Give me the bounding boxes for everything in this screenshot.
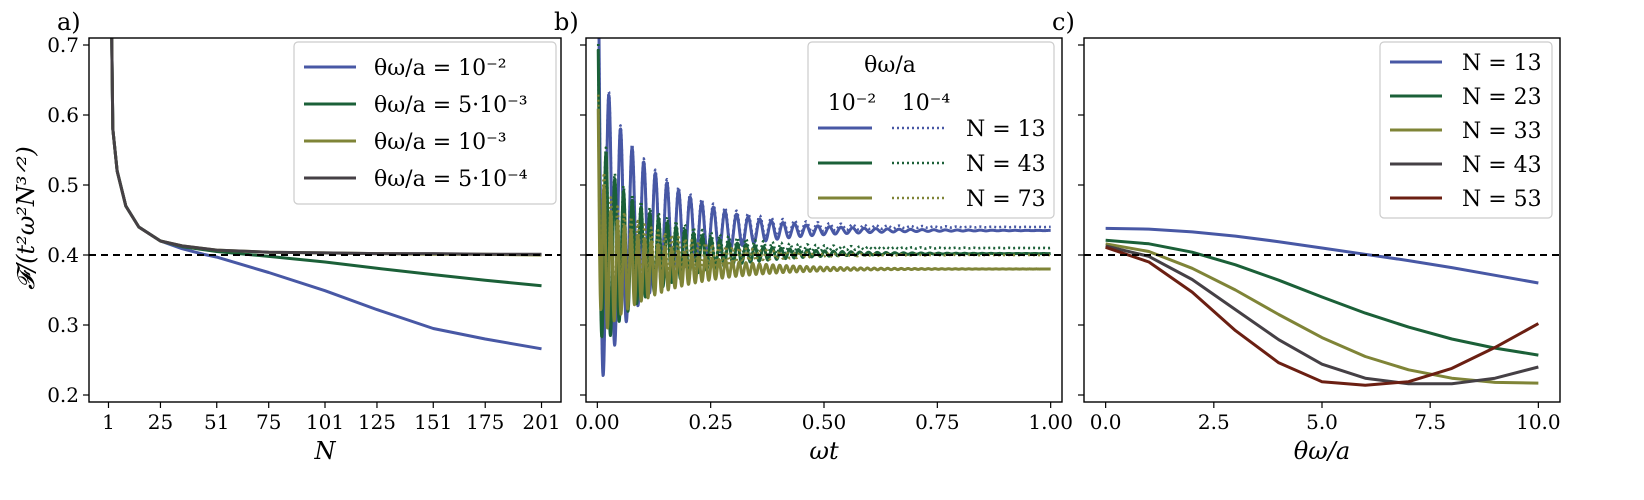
plot-area (1084, 226, 1560, 387)
x-axis-label: ωt (809, 437, 839, 465)
x-tick-label: 5.0 (1306, 410, 1338, 434)
x-tick-label: 10.0 (1516, 410, 1561, 434)
x-axis-label: N (314, 437, 337, 465)
x-tick-label: 2.5 (1198, 410, 1230, 434)
x-tick-label: 75 (256, 410, 281, 434)
legend-column-header: 10⁻² (828, 91, 876, 116)
legend-entry: N = 73 (966, 187, 1046, 212)
legend-title: θω/a (864, 53, 916, 78)
y-tick-label: 0.2 (47, 383, 79, 407)
series-line (110, 38, 542, 256)
x-tick-label: 1.00 (1028, 410, 1073, 434)
y-tick-label: 0.6 (47, 103, 79, 127)
x-tick-label: 51 (204, 410, 229, 434)
series-line (597, 38, 1052, 374)
y-tick-label: 0.3 (47, 313, 79, 337)
x-tick-label: 0.0 (1090, 410, 1122, 434)
panel-3: c) 0.0 2.5 5.0 7.5 10.0 θω/a N = 13 N = 23 N = 33… (1052, 8, 1561, 465)
x-tick-label: 1 (102, 410, 115, 434)
legend-box (1379, 41, 1553, 219)
legend-entry: N = 33 (1462, 119, 1542, 144)
x-tick-label: 125 (358, 410, 396, 434)
x-tick-label: 0.50 (802, 410, 847, 434)
x-tick-label: 25 (148, 410, 173, 434)
y-tick-label: 0.7 (47, 33, 79, 57)
legend-entry: θω/a = 5·10⁻³ (374, 93, 528, 118)
x-tick-label: 0.75 (915, 410, 960, 434)
legend-column-header: 10⁻⁴ (902, 91, 951, 116)
series-line (1105, 244, 1539, 386)
series-line (1105, 238, 1539, 357)
plot-area (89, 38, 561, 351)
series-line (596, 94, 1052, 316)
series-line (596, 108, 1052, 330)
x-axis-label: θω/a (1294, 437, 1350, 465)
panel-2: b) 0.00 0.25 0.50 0.75 1.00 ωt θω/a 10⁻² 10⁻⁴ N = … (554, 8, 1073, 465)
panel-label: c) (1052, 8, 1075, 36)
legend-entry: N = 53 (1462, 187, 1542, 212)
x-tick-label: 0.25 (688, 410, 733, 434)
x-tick-label: 101 (306, 410, 344, 434)
legend-entry: N = 43 (966, 152, 1046, 177)
legend-entry: N = 43 (1462, 153, 1542, 178)
plot-area (586, 38, 1062, 377)
x-tick-label: 151 (414, 410, 452, 434)
axes-frame (1083, 37, 1561, 403)
legend-entry: θω/a = 10⁻³ (374, 130, 507, 155)
x-tick-label: 175 (466, 410, 504, 434)
x-tick-label: 201 (522, 410, 560, 434)
axes-frame (88, 37, 562, 403)
y-tick-label: 0.4 (47, 243, 79, 267)
legend-entry: θω/a = 5·10⁻⁴ (374, 167, 528, 192)
y-tick-label: 0.5 (47, 173, 79, 197)
x-tick-label: 0.00 (575, 410, 620, 434)
legend-box (293, 41, 557, 205)
legend-entry: N = 23 (1462, 85, 1542, 110)
legend-entry: N = 13 (1462, 51, 1542, 76)
panel-label: a) (57, 8, 81, 36)
panel-1: a)0.20.30.40.50.60.71 25 51 75 101 125 151 175 2… (47, 8, 562, 465)
legend-box (807, 41, 1055, 219)
panel-label: b) (554, 8, 579, 36)
legend-entry: N = 13 (966, 117, 1046, 142)
y-axis-label: 𝓕/(t²ω²N³ᐟ²) (12, 146, 40, 289)
legend-entry: θω/a = 10⁻² (374, 56, 507, 81)
x-tick-label: 7.5 (1414, 410, 1446, 434)
series-line (1105, 242, 1539, 385)
series-line (1105, 245, 1540, 387)
axes-frame (585, 37, 1063, 403)
series-line (1105, 226, 1539, 285)
